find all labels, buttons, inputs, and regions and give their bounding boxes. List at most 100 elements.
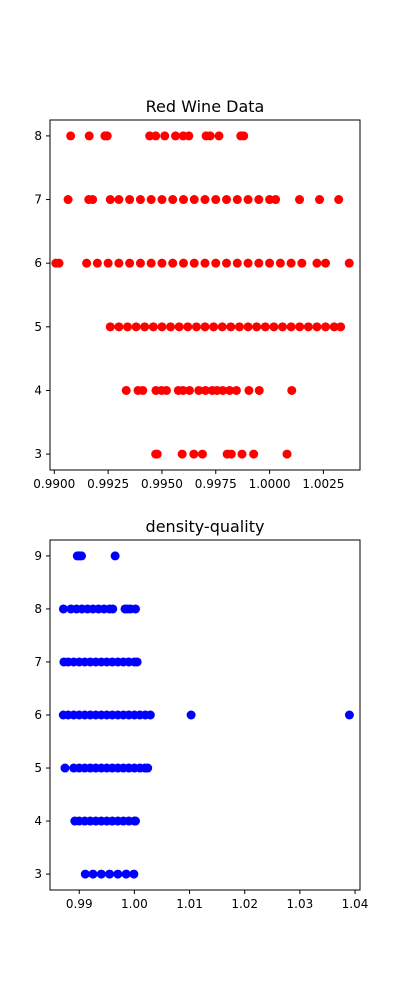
data-point bbox=[287, 385, 297, 395]
data-point bbox=[157, 322, 167, 332]
data-point bbox=[226, 449, 236, 459]
data-point bbox=[191, 322, 201, 332]
y-axis: 3 4 5 6 7 8 9 bbox=[34, 549, 50, 881]
data-point bbox=[194, 385, 204, 395]
data-point bbox=[185, 385, 194, 395]
data-point bbox=[54, 258, 64, 268]
data-point bbox=[110, 551, 120, 561]
y-tick-label: 9 bbox=[34, 549, 42, 563]
data-point bbox=[82, 258, 92, 268]
data-point bbox=[92, 258, 102, 268]
scatter-marks bbox=[51, 131, 354, 459]
x-tick-label: 1.04 bbox=[342, 897, 369, 911]
data-point bbox=[321, 322, 331, 332]
data-point bbox=[189, 195, 199, 205]
data-point bbox=[278, 322, 287, 332]
data-point bbox=[254, 258, 264, 268]
x-tick-label: 0.9975 bbox=[195, 477, 237, 491]
data-point bbox=[200, 322, 210, 332]
data-point bbox=[135, 258, 145, 268]
data-point bbox=[244, 385, 254, 395]
data-point bbox=[243, 322, 253, 332]
data-point bbox=[211, 195, 221, 205]
data-point bbox=[114, 195, 124, 205]
data-point bbox=[254, 385, 264, 395]
data-point bbox=[282, 449, 292, 459]
y-tick-label: 5 bbox=[34, 761, 42, 775]
data-point bbox=[286, 258, 296, 268]
data-point bbox=[286, 322, 296, 332]
data-point bbox=[249, 449, 259, 459]
x-tick-label: 1.02 bbox=[231, 897, 258, 911]
data-point bbox=[295, 322, 305, 332]
y-axis: 3 4 5 6 7 8 bbox=[34, 129, 50, 461]
chart-density-quality: density-quality 0.99 1.00 1.01 1.02 1.03 1.04… bbox=[34, 517, 368, 911]
data-point bbox=[243, 258, 253, 268]
x-tick-label: 0.99 bbox=[66, 897, 93, 911]
y-tick-label: 7 bbox=[34, 655, 42, 669]
data-point bbox=[96, 869, 106, 879]
data-point bbox=[312, 258, 322, 268]
data-point bbox=[312, 322, 322, 332]
data-point bbox=[265, 258, 275, 268]
data-point bbox=[344, 258, 354, 268]
data-point bbox=[148, 322, 158, 332]
y-tick-label: 6 bbox=[34, 256, 42, 270]
x-tick-label: 1.01 bbox=[176, 897, 203, 911]
x-tick-label: 0.9950 bbox=[141, 477, 183, 491]
axes-frame bbox=[49, 119, 361, 471]
data-point bbox=[131, 604, 140, 614]
data-point bbox=[140, 322, 150, 332]
data-point bbox=[178, 195, 188, 205]
data-point bbox=[152, 449, 162, 459]
data-point bbox=[63, 195, 73, 205]
data-point bbox=[114, 258, 124, 268]
data-point bbox=[303, 322, 313, 332]
data-point bbox=[121, 869, 131, 879]
data-point bbox=[232, 258, 242, 268]
y-tick-label: 3 bbox=[34, 447, 42, 461]
data-point bbox=[129, 869, 139, 879]
data-point bbox=[143, 763, 153, 773]
data-point bbox=[184, 131, 194, 141]
data-point bbox=[222, 258, 232, 268]
data-point bbox=[114, 322, 124, 332]
data-point bbox=[183, 322, 193, 332]
y-tick-label: 3 bbox=[34, 867, 42, 881]
data-point bbox=[131, 816, 140, 826]
data-point bbox=[125, 195, 135, 205]
data-point bbox=[275, 258, 285, 268]
data-point bbox=[58, 604, 68, 614]
data-point bbox=[84, 131, 94, 141]
data-point bbox=[200, 195, 210, 205]
x-tick-label: 1.00 bbox=[121, 897, 148, 911]
x-tick-label: 0.9925 bbox=[87, 477, 129, 491]
data-point bbox=[105, 322, 115, 332]
data-point bbox=[189, 258, 199, 268]
x-tick-label: 1.0000 bbox=[249, 477, 291, 491]
data-point bbox=[295, 195, 305, 205]
y-tick-label: 8 bbox=[34, 602, 42, 616]
data-point bbox=[321, 258, 331, 268]
data-point bbox=[271, 195, 281, 205]
data-point bbox=[205, 131, 215, 141]
x-axis: 0.9900 0.9925 0.9950 0.9975 1.0000 1.0025 bbox=[33, 470, 344, 491]
data-point bbox=[168, 258, 178, 268]
data-point bbox=[146, 195, 156, 205]
data-point bbox=[60, 763, 70, 773]
data-point bbox=[239, 131, 249, 141]
data-point bbox=[252, 322, 262, 332]
data-point bbox=[237, 449, 247, 459]
data-point bbox=[161, 385, 171, 395]
data-point bbox=[222, 195, 232, 205]
data-point bbox=[217, 322, 227, 332]
data-point bbox=[138, 385, 148, 395]
data-point bbox=[178, 385, 188, 395]
data-point bbox=[297, 258, 307, 268]
data-point bbox=[171, 131, 181, 141]
data-point bbox=[166, 322, 176, 332]
y-tick-label: 4 bbox=[34, 814, 42, 828]
data-point bbox=[131, 322, 141, 332]
data-point bbox=[157, 195, 167, 205]
data-point bbox=[254, 195, 264, 205]
